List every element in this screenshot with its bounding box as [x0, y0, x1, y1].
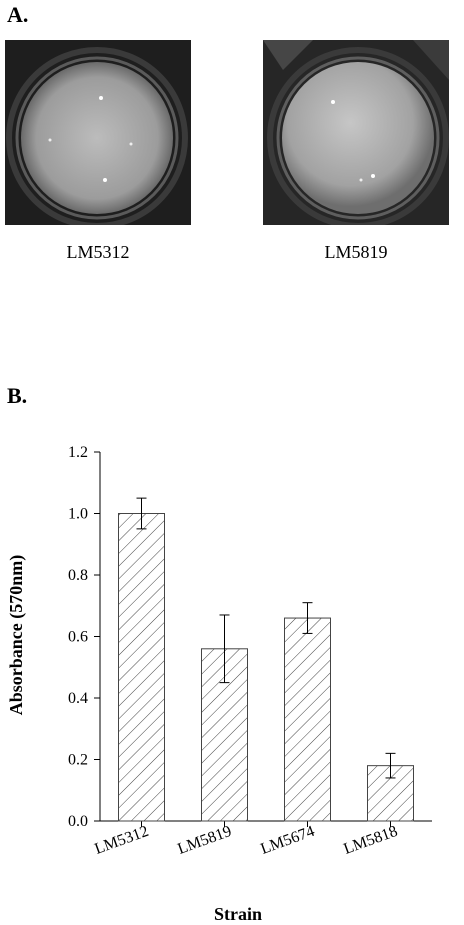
y-tick-label: 0.8	[68, 567, 88, 584]
caption-lm5312: LM5312	[66, 242, 130, 262]
caption-lm5819: LM5819	[324, 242, 388, 262]
x-tick-label-lm5819: LM5819	[175, 823, 233, 858]
y-tick-label: 0.0	[68, 813, 88, 830]
well-photo-lm5819	[263, 40, 449, 225]
bar-lm5312	[118, 513, 165, 822]
bar-lm5674	[284, 617, 331, 822]
well-image-lm5312	[5, 40, 191, 225]
x-tick-label-lm5818: LM5818	[341, 823, 399, 858]
y-tick-label: 0.6	[68, 629, 88, 646]
panel-a-label: A.	[7, 2, 29, 27]
y-tick-label: 0.2	[68, 752, 88, 769]
x-axis-label: Strain	[214, 904, 262, 924]
y-tick-label: 1.0	[68, 506, 88, 523]
well-image-lm5819	[263, 40, 449, 225]
y-tick-label: 0.4	[68, 690, 88, 707]
absorbance-bar-chart: 0.0 0.2 0.4 0.6 0.8 1.0 1.2 LM5312 LM5819 LM5674 L…	[6, 444, 432, 924]
x-tick-label-lm5312: LM5312	[92, 823, 150, 858]
well-photo-lm5312	[5, 40, 191, 225]
panel-b-label: B.	[7, 383, 28, 408]
y-axis-label: Absorbance (570nm)	[6, 555, 27, 716]
bars	[118, 513, 414, 822]
error-bars	[136, 497, 396, 779]
y-tick-label: 1.2	[68, 444, 88, 461]
x-tick-label-lm5674: LM5674	[258, 823, 316, 858]
